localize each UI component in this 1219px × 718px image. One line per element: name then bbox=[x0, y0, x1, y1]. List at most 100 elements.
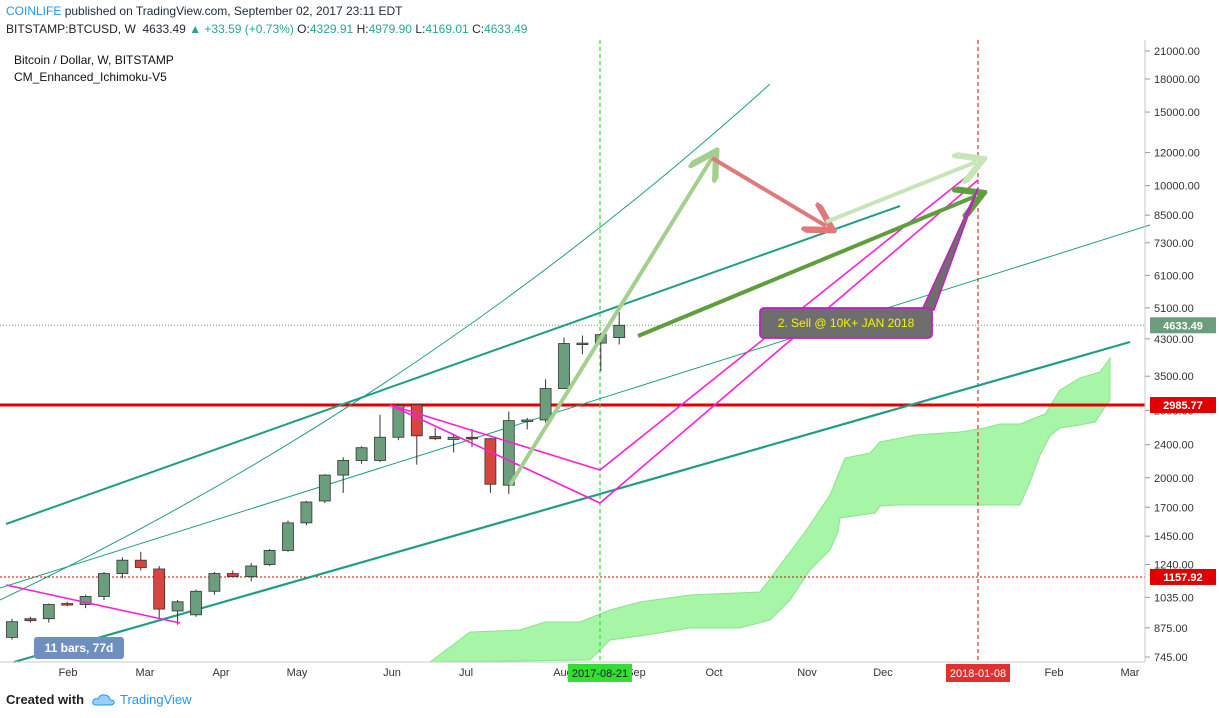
chart-header-publisher: COINLIFE published on TradingView.com, S… bbox=[6, 4, 402, 18]
date-tag bbox=[946, 664, 1010, 682]
close-label: C: bbox=[472, 22, 485, 36]
high-value: 4979.90 bbox=[368, 22, 412, 36]
projection-arrow-down bbox=[710, 156, 826, 226]
y-tick-label: 18000.00 bbox=[1154, 74, 1200, 86]
date-tag bbox=[568, 664, 632, 682]
time-axis[interactable]: Feb Mar Apr May Jun Jul Aug Sep Oct Nov Dec Feb Mar2… bbox=[59, 664, 1140, 682]
legend-indicator[interactable]: CM_Enhanced_Ichimoku-V5 bbox=[14, 70, 167, 84]
candle-body bbox=[447, 436, 460, 440]
open-label: O: bbox=[297, 22, 310, 36]
x-tick-label: Mar bbox=[136, 667, 155, 679]
price-axis[interactable]: 21000.00 18000.00 15000.00 12000.00 10000.00… bbox=[1145, 46, 1216, 664]
candle-body bbox=[410, 404, 423, 437]
candle-body bbox=[116, 559, 129, 574]
tradingview-logo[interactable]: TradingView bbox=[92, 692, 192, 707]
tradingview-brand: TradingView bbox=[120, 692, 192, 707]
x-tick-label: May bbox=[287, 667, 308, 679]
candle-body bbox=[226, 573, 239, 578]
legend-series[interactable]: Bitcoin / Dollar, W, BITSTAMP bbox=[14, 53, 174, 67]
price-change: +33.59 (+0.73%) bbox=[204, 22, 294, 36]
sell-annotation: 2. Sell @ 10K+ JAN 2018 bbox=[778, 316, 915, 330]
x-tick-label: Feb bbox=[59, 667, 78, 679]
price-tag bbox=[1150, 397, 1216, 414]
candle-body bbox=[24, 618, 37, 622]
candle-body bbox=[134, 559, 147, 568]
cloud-area bbox=[428, 356, 1111, 663]
y-tick-label: 2000.00 bbox=[1154, 473, 1194, 485]
publisher-name[interactable]: COINLIFE bbox=[6, 4, 62, 18]
cloud-icon bbox=[92, 693, 115, 705]
bar-count-label: 11 bars, 77d bbox=[45, 641, 114, 655]
candle-body bbox=[318, 474, 331, 502]
x-tick-label: Nov bbox=[797, 667, 817, 679]
high-label: H: bbox=[356, 22, 369, 36]
projection-arrow-up bbox=[508, 158, 712, 487]
drawings: 2. Sell @ 10K+ JAN 2018 11 bars, 77d bbox=[5, 156, 978, 659]
y-tick-label: 10000.00 bbox=[1154, 181, 1200, 193]
low-value: 4169.01 bbox=[425, 22, 469, 36]
x-tick-label: Aug bbox=[553, 667, 573, 679]
price-tag-label: 1157.92 bbox=[1163, 572, 1202, 584]
candle-body bbox=[502, 420, 515, 486]
low-label: L: bbox=[415, 22, 426, 36]
price-tag bbox=[1150, 317, 1216, 334]
parabolic-curve bbox=[0, 83, 771, 601]
y-tick-label: 745.00 bbox=[1154, 652, 1188, 664]
candle-body bbox=[245, 565, 258, 578]
x-tick-label: Jul bbox=[459, 667, 473, 679]
chart-header-quote: BITSTAMP:BTCUSD, W 4633.49 ▲ +33.59 (+0.… bbox=[6, 22, 527, 36]
magenta-down-line bbox=[5, 584, 181, 624]
candle-body bbox=[429, 436, 442, 440]
ichimoku-cloud bbox=[428, 356, 1111, 663]
y-tick-label: 2400.00 bbox=[1154, 440, 1194, 452]
date-tag-label: 2017-08-21 bbox=[572, 668, 628, 680]
price-tag-label: 4633.49 bbox=[1163, 320, 1203, 332]
candle-body bbox=[42, 604, 55, 620]
candle-body bbox=[613, 324, 626, 338]
published-text: published on TradingView.com, September … bbox=[64, 4, 403, 18]
bar-count-box bbox=[34, 637, 124, 659]
y-tick-label: 7300.00 bbox=[1154, 238, 1194, 250]
y-tick-label: 6100.00 bbox=[1154, 270, 1194, 282]
symbol-label: BITSTAMP:BTCUSD, W bbox=[6, 22, 136, 36]
y-tick-label: 875.00 bbox=[1154, 623, 1188, 635]
last-price: 4633.49 bbox=[142, 22, 186, 36]
candle-body bbox=[208, 573, 221, 592]
y-tick-label: 4300.00 bbox=[1154, 334, 1194, 346]
up-triangle-icon: ▲ bbox=[189, 22, 202, 36]
candle-body bbox=[153, 568, 166, 610]
candle-body bbox=[190, 590, 202, 616]
price-tag-label: 2985.77 bbox=[1163, 400, 1203, 412]
candle-body bbox=[282, 522, 294, 551]
y-tick-label: 1035.00 bbox=[1154, 592, 1194, 604]
candle-body bbox=[355, 447, 368, 461]
price-chart[interactable]: 2. Sell @ 10K+ JAN 2018 11 bars, 77d 2100… bbox=[0, 40, 1219, 690]
candle-body bbox=[558, 343, 570, 389]
y-tick-label: 12000.00 bbox=[1154, 148, 1200, 160]
candle-body bbox=[337, 460, 350, 476]
x-tick-label: Apr bbox=[212, 667, 229, 679]
candle-body bbox=[466, 436, 478, 440]
x-tick-label: Dec bbox=[873, 667, 893, 679]
candle-body bbox=[374, 436, 386, 461]
channel-upper-line bbox=[5, 205, 901, 525]
y-tick-label: 5100.00 bbox=[1154, 303, 1194, 315]
channel-mid-line bbox=[0, 224, 1151, 589]
y-tick-label: 21000.00 bbox=[1154, 46, 1200, 58]
candle-body bbox=[521, 419, 534, 422]
y-tick-label: 1450.00 bbox=[1154, 531, 1194, 543]
y-tick-label: 1700.00 bbox=[1154, 502, 1194, 514]
x-tick-label: Feb bbox=[1045, 667, 1064, 679]
magenta-path-upper bbox=[389, 169, 976, 471]
y-tick-label: 15000.00 bbox=[1154, 107, 1200, 119]
candle-body bbox=[539, 388, 552, 421]
created-with-label: Created with bbox=[6, 692, 85, 707]
candle-body bbox=[61, 603, 74, 606]
candle-body bbox=[6, 621, 18, 638]
candle-body bbox=[98, 573, 110, 597]
plot-area[interactable] bbox=[0, 40, 1145, 662]
candle-body bbox=[300, 501, 313, 524]
open-value: 4329.91 bbox=[309, 22, 354, 36]
footer: Created with TradingView bbox=[6, 692, 192, 707]
candle-body bbox=[263, 550, 276, 565]
